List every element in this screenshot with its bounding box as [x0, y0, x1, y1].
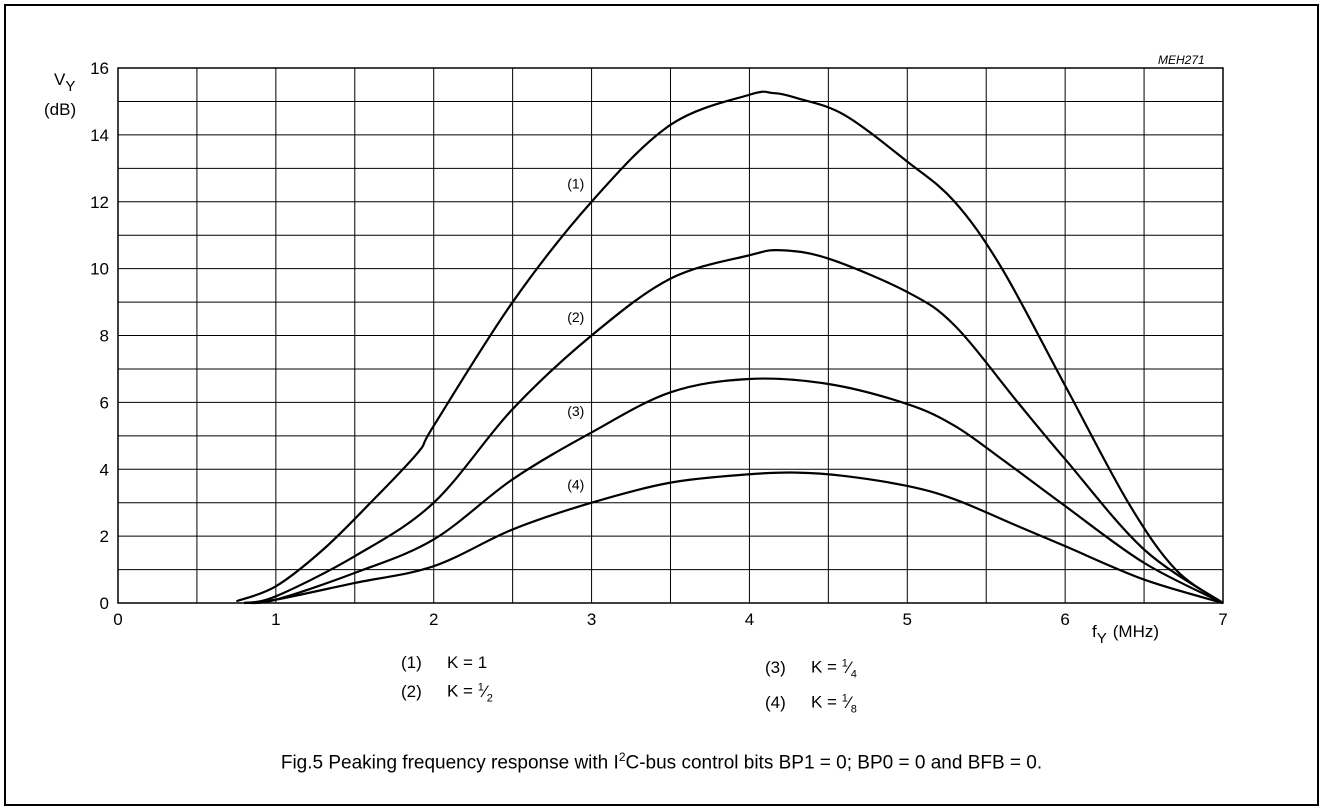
x-axis-title: fY (MHz) — [1092, 622, 1159, 647]
x-tick-label: 6 — [1060, 610, 1069, 629]
y-axis-subscript: Y — [65, 78, 75, 95]
y-tick-label: 4 — [100, 460, 109, 479]
series-label: (1) — [567, 175, 584, 191]
legend-id: (2) — [401, 681, 422, 701]
legend-text: K = — [811, 657, 842, 677]
y-tick-label: 2 — [100, 527, 109, 546]
x-tick-label: 7 — [1218, 610, 1227, 629]
y-tick-label: 0 — [100, 594, 109, 613]
figure-code: MEH271 — [1158, 53, 1205, 67]
legend-text: K = 1 — [447, 653, 488, 672]
legend-id: (3) — [765, 657, 786, 677]
y-axis-title: VY (dB) — [44, 70, 76, 119]
series-line-3 — [244, 377, 1224, 605]
x-tick-label: 4 — [745, 610, 754, 629]
legend-id: (4) — [765, 692, 786, 712]
y-tick-label: 8 — [100, 327, 109, 346]
y-tick-label: 14 — [90, 126, 109, 145]
legend-right: (3) K = 1⁄4 (4) K = 1⁄8 — [765, 651, 857, 721]
legend-item: (4) K = 1⁄8 — [765, 686, 857, 721]
y-tick-label: 6 — [100, 393, 109, 412]
x-tick-label: 3 — [587, 610, 596, 629]
series-label: (3) — [567, 403, 584, 419]
series-line-4 — [244, 471, 1224, 605]
x-tick-label: 2 — [429, 610, 438, 629]
svg-text:VY: VY — [54, 70, 75, 95]
legend-id: (1) — [401, 653, 422, 672]
legend-item: (1) K = 1 — [401, 651, 493, 675]
caption-suffix: C-bus control bits BP1 = 0; BP0 = 0 and … — [625, 752, 1043, 774]
svg-text:fY(MHz): fY (MHz) — [1092, 622, 1159, 647]
y-tick-label: 10 — [90, 260, 109, 279]
legend-fraction: 1⁄8 — [841, 692, 857, 716]
legend-fraction: 1⁄4 — [841, 657, 857, 681]
caption-superscript: 2 — [618, 750, 626, 764]
figure-frame: 0 1 2 3 4 5 6 7 0 2 4 6 8 10 12 14 16 (1) (2) (3) (4) MEH27… — [4, 4, 1319, 806]
series-labels: (1) (2) (3) (4) — [567, 175, 584, 492]
series-lines — [236, 90, 1224, 605]
legend-left: (1) K = 1 (2) K = 1⁄2 — [401, 651, 493, 710]
y-tick-label: 12 — [90, 193, 109, 212]
plot-border — [117, 67, 1224, 604]
x-axis-subscript: Y — [1097, 630, 1107, 647]
x-axis-unit: (MHz) — [1113, 622, 1159, 641]
series-line-2 — [244, 248, 1224, 605]
grid — [117, 67, 1224, 604]
x-tick-label: 0 — [113, 610, 122, 629]
y-tick-label: 16 — [90, 59, 109, 78]
legend-item: (3) K = 1⁄4 — [765, 651, 857, 686]
series-label: (4) — [567, 476, 584, 492]
x-axis-symbol: f — [1092, 622, 1097, 641]
y-axis-symbol: V — [54, 70, 66, 89]
series-line-1 — [236, 90, 1224, 604]
legend-text: K = — [811, 692, 842, 712]
series-label: (2) — [567, 309, 584, 325]
x-tick-label: 1 — [271, 610, 280, 629]
legend-item: (2) K = 1⁄2 — [401, 675, 493, 710]
figure-caption: Fig.5 Peaking frequency response with I2… — [6, 750, 1317, 774]
caption-prefix: Fig.5 Peaking frequency response with I — [280, 752, 619, 774]
legend-fraction: 1⁄2 — [477, 681, 493, 705]
y-axis-unit: (dB) — [44, 100, 76, 119]
x-tick-label: 5 — [903, 610, 912, 629]
legend-text: K = — [447, 681, 478, 701]
